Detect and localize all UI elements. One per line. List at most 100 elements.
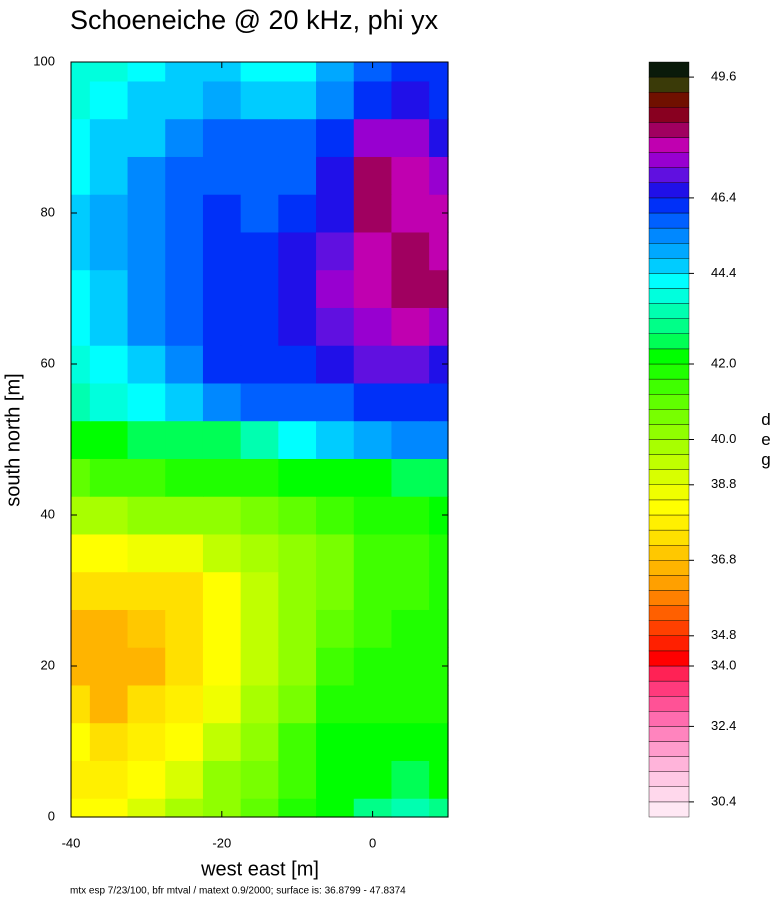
contour-cell [89, 194, 129, 233]
contour-cell [89, 760, 129, 799]
contour-cell [240, 760, 279, 799]
contour-cell [353, 647, 393, 686]
contour-cell [202, 269, 242, 308]
contour-cell [127, 269, 166, 308]
contour-cell [127, 533, 166, 573]
contour-cell [429, 458, 449, 497]
colorbar-swatch [648, 590, 690, 606]
colorbar-swatch [648, 91, 690, 108]
contour-cell [240, 382, 279, 422]
contour-cell [127, 420, 166, 459]
contour-cell [278, 647, 317, 686]
contour-cell [89, 798, 129, 818]
contour-cell [391, 156, 430, 195]
contour-cell [71, 609, 91, 648]
contour-cell [165, 62, 204, 82]
colorbar-swatch [648, 424, 690, 440]
contour-cell [391, 496, 430, 535]
colorbar-swatch [648, 242, 690, 259]
contour-cell [316, 194, 355, 233]
colorbar-tick-label: 44.4 [711, 265, 736, 280]
contour-cell [391, 684, 430, 724]
colorbar-swatch [648, 514, 690, 531]
contour-cell [89, 345, 129, 384]
contour-cell [89, 533, 129, 573]
contour-cell [278, 269, 317, 308]
colorbar-swatch [648, 439, 690, 455]
contour-cell [202, 533, 242, 573]
contour-cell [278, 118, 317, 157]
colorbar-swatch [648, 227, 690, 244]
contour-cell [127, 760, 166, 799]
colorbar-swatch [648, 605, 690, 621]
contour-cell [165, 118, 204, 157]
contour-cell [391, 798, 430, 818]
contour-cell [127, 571, 166, 610]
contour-cell [165, 760, 204, 799]
colorbar-swatch [648, 197, 690, 214]
contour-cell [391, 382, 430, 422]
contour-cell [391, 647, 430, 686]
contour-cell [202, 684, 242, 724]
contour-cell [165, 231, 204, 271]
contour-cell [240, 231, 279, 271]
contour-cell [89, 420, 129, 459]
contour-cell [165, 571, 204, 610]
contour-cell [278, 231, 317, 271]
contour-cell [165, 80, 204, 120]
contour-cell [71, 156, 91, 195]
contour-cell [429, 80, 449, 120]
colorbar-label: deg [757, 410, 772, 470]
contour-cell [89, 722, 129, 761]
contour-cell [429, 571, 449, 610]
colorbar-swatch [648, 771, 690, 788]
colorbar-tick-label: 34.8 [711, 627, 736, 642]
colorbar-swatch [648, 454, 690, 470]
contour-cell [391, 760, 430, 799]
colorbar-swatch [648, 107, 690, 123]
contour-cell [391, 345, 430, 384]
contour-cell [127, 307, 166, 346]
contour-cell [391, 307, 430, 346]
contour-cell [71, 231, 91, 271]
colorbar-swatch [648, 348, 690, 365]
contour-cell [127, 684, 166, 724]
contour-cell [353, 118, 393, 157]
contour-cell [165, 722, 204, 761]
contour-cell [429, 194, 449, 233]
contour-cell [316, 80, 355, 120]
contour-cell [165, 533, 204, 573]
contour-cell [429, 798, 449, 818]
contour-cell [278, 609, 317, 648]
contour-cell [71, 62, 91, 82]
colorbar-tick-label: 38.8 [711, 476, 736, 491]
contour-cell [278, 798, 317, 818]
colorbar-tick-label: 40.0 [711, 431, 736, 446]
x-axis-label: west east [m] [200, 858, 319, 880]
contour-cell [165, 194, 204, 233]
contour-cell [127, 118, 166, 157]
contour-cell [240, 156, 279, 195]
colorbar-swatch [648, 363, 690, 380]
contour-cell [127, 458, 166, 497]
contour-cell [429, 307, 449, 346]
contour-cell [429, 647, 449, 686]
contour-cell [429, 156, 449, 195]
y-tick-label: 20 [41, 657, 55, 672]
contour-cell [202, 118, 242, 157]
colorbar-tick-label: 46.4 [711, 189, 736, 204]
colorbar-tick-label: 49.6 [711, 69, 736, 84]
contour-cell [316, 307, 355, 346]
contour-cell [202, 458, 242, 497]
colorbar-swatch [648, 711, 690, 727]
contour-cell [316, 382, 355, 422]
contour-cell [71, 533, 91, 573]
contour-cell [202, 571, 242, 610]
contour-cell [127, 382, 166, 422]
contour-cell [165, 609, 204, 648]
contour-cell [278, 194, 317, 233]
colorbar-swatch [648, 545, 690, 561]
contour-cell [127, 156, 166, 195]
y-axis-label: south north [m] [2, 373, 24, 506]
